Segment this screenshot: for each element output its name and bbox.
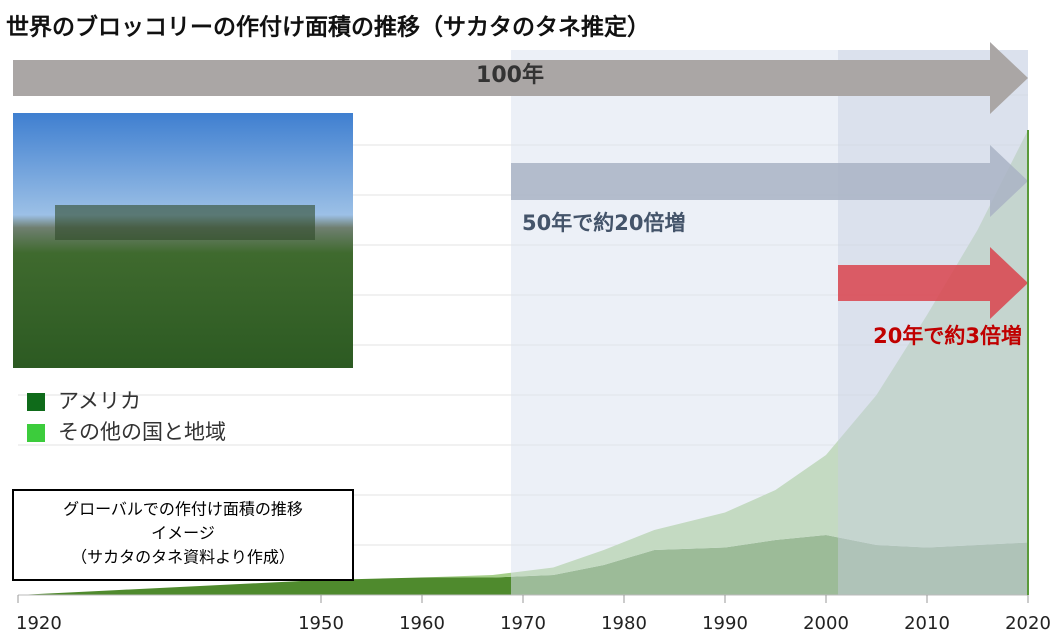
highlight-band — [838, 50, 1028, 595]
x-tick-label: 2020 — [1005, 613, 1051, 634]
legend-swatch — [27, 393, 45, 411]
x-tick-label: 2010 — [904, 613, 950, 634]
legend-label: その他の国と地域 — [58, 420, 226, 444]
photo — [13, 113, 353, 368]
annotation: 50年で約20倍増 — [522, 211, 685, 235]
x-tick-label: 1980 — [601, 613, 647, 634]
arrow — [13, 42, 1028, 114]
note: （サカタのタネ資料より作成） — [71, 548, 295, 567]
x-tick-label: 1960 — [399, 613, 445, 634]
x-tick-label: 1970 — [500, 613, 546, 634]
note-box — [12, 489, 354, 581]
note: イメージ — [151, 524, 215, 543]
arrow — [511, 145, 1028, 217]
x-tick-label: 2000 — [803, 613, 849, 634]
chart-title: 世界のブロッコリーの作付け面積の推移（サカタのタネ推定） — [6, 14, 650, 41]
legend-swatch — [27, 424, 45, 442]
x-tick-label: 1990 — [702, 613, 748, 634]
arrow — [838, 247, 1028, 319]
highlight-band — [511, 50, 1028, 595]
x-tick-label: 1920 — [16, 613, 62, 634]
annotation: 100年 — [476, 62, 544, 88]
photo-machinery — [55, 205, 315, 240]
annotation: 20年で約3倍増 — [873, 324, 1022, 348]
note: グローバルでの作付け面積の推移 — [63, 500, 303, 519]
legend-label: アメリカ — [58, 389, 141, 413]
x-tick-label: 1950 — [298, 613, 344, 634]
